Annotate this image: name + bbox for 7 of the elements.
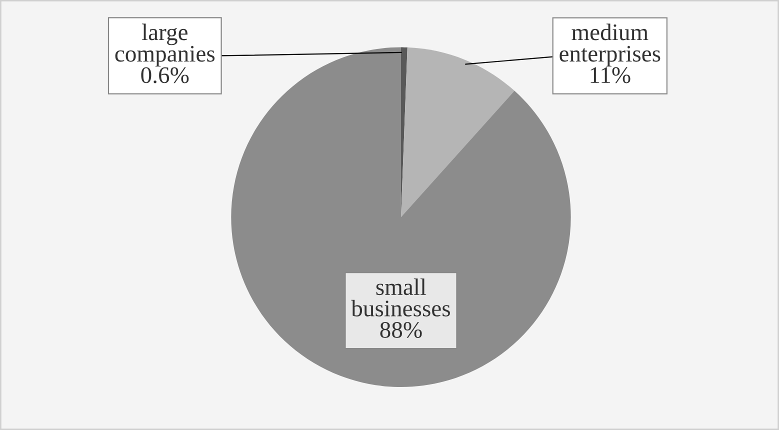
data-label: 0.6% xyxy=(141,67,189,84)
slice-label: large companies xyxy=(115,24,215,67)
slice-label: medium enterprises xyxy=(560,24,660,66)
data-label: 11% xyxy=(590,67,630,84)
pie-slice xyxy=(400,47,514,218)
slice-label: small businesses xyxy=(351,278,450,316)
data-label: 88% xyxy=(380,322,422,338)
